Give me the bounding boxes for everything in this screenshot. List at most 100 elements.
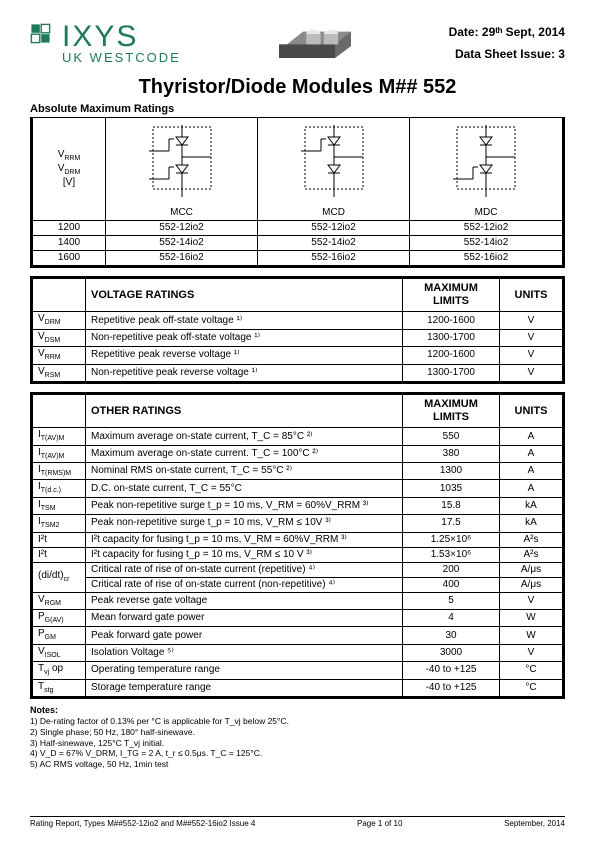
unit-cell: V [500,312,564,329]
unit-cell: A [500,428,564,445]
desc-cell: Maximum average on-state current. T_C = … [86,445,403,462]
unit-cell: W [500,610,564,627]
desc-cell: Nominal RMS on-state current, T_C = 55°C… [86,463,403,480]
desc-cell: Critical rate of rise of on-state curren… [86,562,403,577]
diagram-mcd: MCD [258,118,410,221]
brand-icon [30,23,58,51]
lim-cell: 1300-1700 [403,329,500,346]
lim-cell: 550 [403,428,500,445]
diagram-mdc: MDC [410,118,564,221]
note-line: 2) Single phase; 50 Hz, 180° half-sinewa… [30,727,565,738]
desc-cell: Peak reverse gate voltage [86,592,403,609]
variant-name-mcc: MCC [170,207,193,219]
symbol-vdrm: VDRM [38,163,100,177]
note-line: 4) V_D = 67% V_DRM, I_TG = 2 A, t_r ≤ 0.… [30,748,565,759]
lim-cell: -40 to +125 [403,679,500,697]
desc-cell: Repetitive peak reverse voltage ¹⁾ [86,347,403,364]
issue-line: Data Sheet Issue: 3 [449,44,565,66]
sym-cell: VRRM [32,347,86,364]
sym-cell: (di/dt)cr [32,562,86,592]
desc-cell: Mean forward gate power [86,610,403,627]
sym-cell: PGM [32,627,86,644]
brand-sub-text: UK WESTCODE [62,50,181,65]
footer-right: September, 2014 [504,819,565,828]
unit-cell: kA [500,515,564,532]
lim-cell: 4 [403,610,500,627]
lim-cell: 380 [403,445,500,462]
lim-cell: 15.8 [403,497,500,514]
lim-cell: 400 [403,577,500,592]
unit-cell: V [500,329,564,346]
hdr-other: OTHER RATINGS [86,393,403,427]
sym-cell: Tstg [32,679,86,697]
variant-table: VRRM VDRM [V] MCC [30,117,565,268]
desc-cell: Operating temperature range [86,662,403,679]
date-line: Date: 29ᵗʰ Sept, 2014 [449,22,565,44]
variant-name-mdc: MDC [475,207,498,219]
cell: 552-12io2 [410,221,564,236]
product-image [275,22,355,66]
page-footer: Rating Report, Types M##552-12io2 and M#… [30,816,565,828]
voltage-ratings-table: VOLTAGE RATINGS MAXIMUM LIMITS UNITS VDR… [30,276,565,384]
cell: 552-12io2 [106,221,258,236]
lim-cell: 1300 [403,463,500,480]
desc-cell: Non-repetitive peak reverse voltage ¹⁾ [86,364,403,382]
sym-cell: ITSM2 [32,515,86,532]
hdr-blank2 [32,393,86,427]
sym-cell: VRSM [32,364,86,382]
desc-cell: D.C. on-state current, T_C = 55°C [86,480,403,497]
lim-cell: 1.25×10⁶ [403,532,500,547]
desc-cell: Peak forward gate power [86,627,403,644]
variant-name-mcd: MCD [322,207,345,219]
lim-cell: 1300-1700 [403,364,500,382]
unit-cell: V [500,364,564,382]
unit-cell: A/μs [500,562,564,577]
unit-cell: V [500,592,564,609]
brand-main-text: IXYS [62,22,138,52]
sym-cell: VDSM [32,329,86,346]
desc-cell: Non-repetitive peak off-state voltage ¹⁾ [86,329,403,346]
desc-cell: Peak non-repetitive surge t_p = 10 ms, V… [86,497,403,514]
unit-cell: °C [500,662,564,679]
sym-cell: VISOL [32,644,86,661]
cell: 552-16io2 [410,251,564,267]
date-block: Date: 29ᵗʰ Sept, 2014 Data Sheet Issue: … [449,22,565,65]
lim-cell: 1200-1600 [403,347,500,364]
unit-cell: V [500,347,564,364]
cell: 552-14io2 [258,236,410,251]
desc-cell: I²t capacity for fusing t_p = 10 ms, V_R… [86,532,403,547]
sym-cell: ITSM [32,497,86,514]
symbol-vrrm: VRRM [38,149,100,163]
unit-cell: W [500,627,564,644]
brand-logo-block: IXYS UK WESTCODE [30,22,181,65]
lim-cell: 3000 [403,644,500,661]
lim-cell: 17.5 [403,515,500,532]
hdr-units2: UNITS [500,393,564,427]
sym-cell: IT(AV)M [32,445,86,462]
desc-cell: Repetitive peak off-state voltage ¹⁾ [86,312,403,329]
cell: 552-16io2 [258,251,410,267]
page-title: Thyristor/Diode Modules M## 552 [30,76,565,99]
sym-cell: VRGM [32,592,86,609]
vrow-1200: 1200 [32,221,106,236]
unit-cell: A²s [500,532,564,547]
footer-center: Page 1 of 10 [357,819,402,828]
vrow-1400: 1400 [32,236,106,251]
hdr-limits2: MAXIMUM LIMITS [403,393,500,427]
hdr-voltage: VOLTAGE RATINGS [86,278,403,312]
footer-left: Rating Report, Types M##552-12io2 and M#… [30,819,255,828]
notes-block: Notes: 1) De-rating factor of 0.13% per … [30,705,565,769]
unit-cell: A [500,463,564,480]
hdr-blank [32,278,86,312]
cell: 552-12io2 [258,221,410,236]
sym-cell: Tvj op [32,662,86,679]
sym-cell: IT(AV)M [32,428,86,445]
sym-cell: VDRM [32,312,86,329]
hdr-units: UNITS [500,278,564,312]
desc-cell: Peak non-repetitive surge t_p = 10 ms, V… [86,515,403,532]
note-line: 3) Half-sinewave, 125°C T_vj initial. [30,738,565,749]
sym-cell: IT(d.c.) [32,480,86,497]
sym-cell: I²t [32,532,86,547]
unit-cell: °C [500,679,564,697]
unit-cell: A²s [500,547,564,562]
